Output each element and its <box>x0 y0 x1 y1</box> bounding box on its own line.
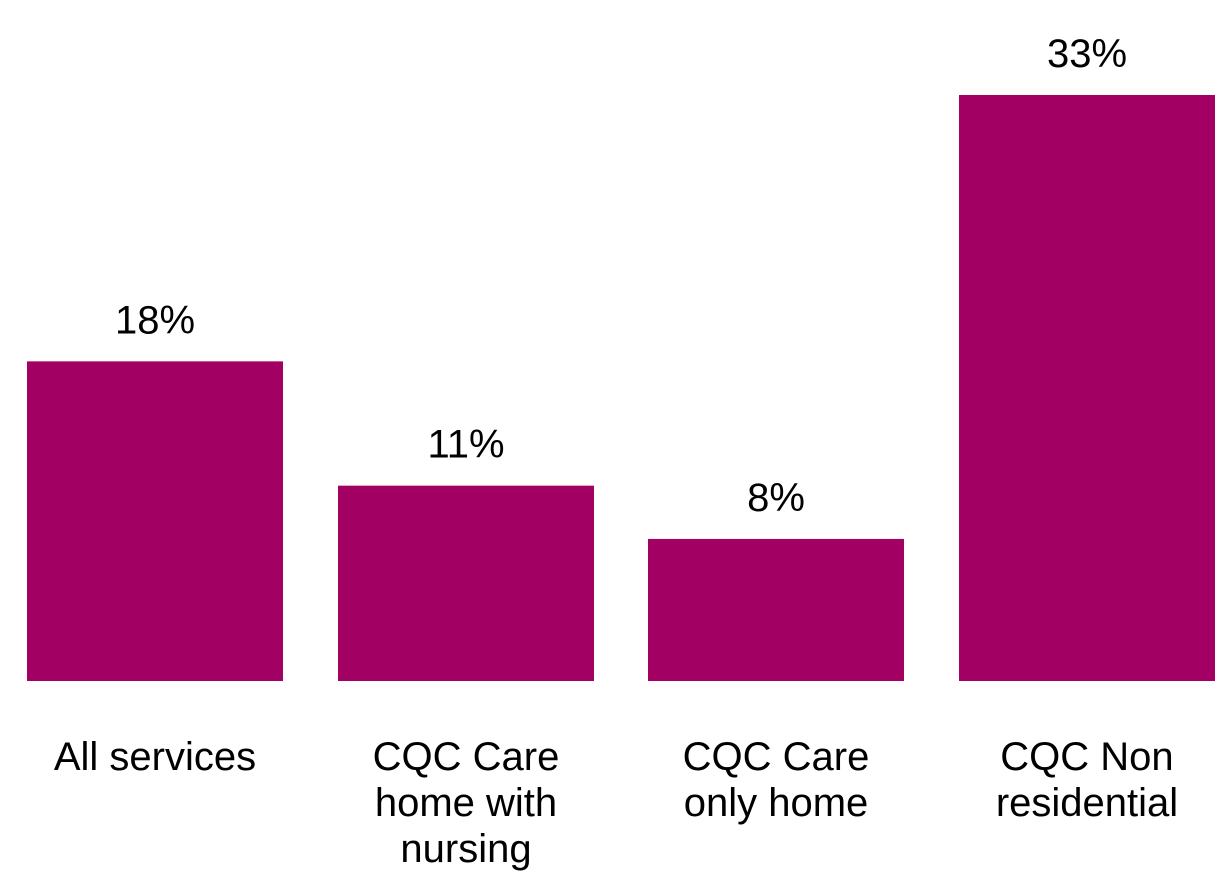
category-label-3-line-0: CQC Non <box>1000 735 1173 779</box>
value-label-0: 18% <box>115 298 195 342</box>
category-label-1-line-1: home with <box>375 781 557 825</box>
category-label-2-line-1: only home <box>684 781 869 825</box>
category-label-2-line-0: CQC Care <box>683 735 870 779</box>
value-label-1: 11% <box>427 423 504 467</box>
bar-1 <box>338 485 594 681</box>
bar-0 <box>27 361 283 681</box>
category-label-2: CQC Care only home <box>683 735 870 825</box>
value-label-3: 33% <box>1047 32 1127 76</box>
category-label-1-line-0: CQC Care <box>373 735 560 779</box>
bar-3 <box>959 95 1215 681</box>
category-label-1-line-2: nursing <box>400 827 531 871</box>
value-label-2: 8% <box>747 476 805 520</box>
category-label-3-line-1: residential <box>996 781 1178 825</box>
category-label-1: CQC Care home with nursing <box>373 735 560 871</box>
category-labels-group: All services CQC Care home with nursingCQC … <box>54 735 1178 871</box>
category-label-0: All services <box>54 735 256 779</box>
category-label-0-line-0: All services <box>54 735 256 779</box>
category-label-3: CQC Non residential <box>996 735 1178 825</box>
bar-2 <box>648 538 904 681</box>
bars-group <box>27 95 1215 681</box>
value-labels-group: 18% 11% 8% 33% <box>115 32 1127 520</box>
